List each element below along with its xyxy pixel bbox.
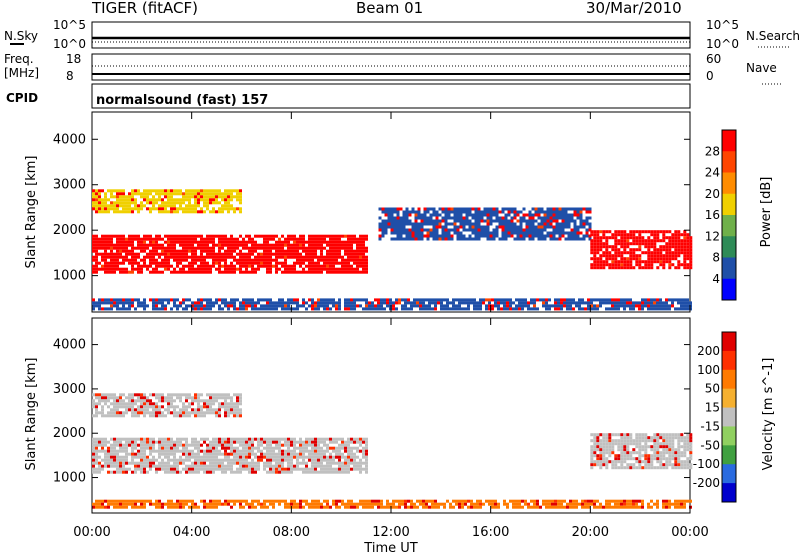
date-title: 30/Mar/2010	[586, 0, 682, 17]
nave-tick-bottom: 0	[706, 69, 714, 83]
power-colorbar-label: Power [dB]	[759, 177, 774, 248]
heatmap-feature	[92, 393, 242, 418]
colorbar-tick-label: 20	[705, 187, 720, 201]
colorbar-segment	[722, 483, 736, 503]
cpid-panel-frame	[91, 83, 691, 109]
power-colorbar: 4 8 12 16 20 24 28	[705, 129, 737, 301]
velocity-colorbar-label: Velocity [m s^-1]	[761, 358, 776, 471]
colorbar-tick-label: 100	[697, 363, 720, 377]
freq-unit: [MHz]	[4, 66, 39, 80]
colorbar-frame	[721, 331, 737, 503]
x-axis-label: Time UT	[363, 541, 417, 554]
heatmap-feature	[590, 230, 693, 270]
noise-left-tick-bottom: 10^0	[53, 37, 86, 51]
colorbar-tick-label: -15	[700, 419, 720, 433]
colorbar-segment	[722, 445, 736, 465]
colorbar-tick-label: 200	[697, 344, 720, 358]
x-tick-label: 08:00	[273, 525, 310, 540]
colorbar-segment	[722, 151, 736, 173]
y-tick-label: 4000	[53, 132, 86, 147]
colorbar-segment	[722, 193, 736, 216]
heatmap-feature	[378, 207, 592, 241]
y-tick-label: 2000	[53, 223, 86, 238]
colorbar-segment	[722, 369, 736, 390]
colorbar-segment	[722, 332, 736, 352]
colorbar-tick-label: 16	[705, 208, 720, 222]
freq-panel	[91, 53, 691, 81]
x-axis-ticks: 00:00 04:00 08:00 12:00 16:00 20:00 00:00	[73, 112, 709, 540]
radar-title: TIGER (fitACF)	[92, 0, 199, 17]
colorbar-tick-label: 28	[705, 144, 720, 158]
colorbar-segment	[722, 350, 736, 371]
y-tick-label: 1000	[53, 471, 86, 486]
noise-panel	[91, 21, 691, 49]
x-tick-label: 12:00	[372, 525, 409, 540]
nsearch-label: N.Search	[746, 29, 800, 43]
x-tick-label: 16:00	[472, 525, 509, 540]
cpid-value: normalsound (fast) 157	[96, 93, 268, 108]
colorbar-tick-label: 4	[712, 272, 720, 286]
colorbar-tick-label: 12	[705, 229, 720, 243]
colorbar-segment	[722, 407, 736, 427]
y-tick-label: 2000	[53, 426, 86, 441]
y-tick-label: 1000	[53, 269, 86, 284]
colorbar-segment	[722, 278, 736, 301]
noise-right-tick-top: 10^5	[706, 18, 739, 32]
colorbar-segment	[722, 388, 736, 409]
colorbar-tick-label: 15	[705, 401, 720, 415]
freq-panel-frame	[91, 53, 691, 81]
x-tick-label: 20:00	[572, 525, 609, 540]
colorbar-segment	[722, 464, 736, 484]
colorbar-tick-label: -50	[700, 438, 720, 452]
power-y-ticks: 1000 2000 3000 4000	[53, 132, 690, 284]
freq-label: Freq.	[4, 52, 34, 66]
colorbar-tick-label: -100	[693, 457, 720, 471]
power-marks	[92, 189, 693, 311]
y-tick-label: 3000	[53, 178, 86, 193]
y-tick-label: 4000	[53, 338, 86, 353]
velocity-colorbar: 200 100 50 15 -15 -50 -100 -200	[693, 331, 737, 503]
colorbar-segment	[722, 215, 736, 237]
nsky-label: N.Sky	[4, 29, 38, 43]
velocity-panel-frame	[91, 317, 691, 514]
freq-tick-top: 18	[66, 52, 81, 66]
colorbar-segment	[722, 130, 736, 152]
colorbar-segment	[722, 257, 736, 280]
power-panel: 1000 2000 3000 4000	[53, 111, 693, 313]
heatmap-feature	[92, 499, 692, 509]
noise-left-tick-top: 10^5	[53, 18, 86, 32]
beam-title: Beam 01	[356, 0, 424, 17]
freq-tick-bottom: 8	[66, 69, 74, 83]
colorbar-segment	[722, 172, 736, 195]
nave-tick-top: 60	[706, 52, 721, 66]
velocity-y-ticks: 1000 2000 3000 4000	[53, 338, 690, 486]
y-tick-label: 3000	[53, 382, 86, 397]
power-ylabel: Slant Range [km]	[24, 156, 39, 269]
colorbar-tick-label: 50	[705, 382, 720, 396]
heatmap-feature	[92, 189, 242, 214]
colorbar-segment	[722, 426, 736, 446]
noise-panel-frame	[91, 21, 691, 49]
noise-right-tick-bottom: 10^0	[706, 37, 739, 51]
heatmap-feature	[92, 234, 368, 274]
colorbar-tick-label: -200	[693, 476, 720, 490]
velocity-panel: 1000 2000 3000 4000	[53, 317, 693, 514]
nave-label: Nave	[746, 61, 777, 75]
heatmap-feature	[590, 433, 693, 470]
colorbar-frame	[721, 129, 737, 301]
x-tick-label: 00:00	[671, 525, 708, 540]
colorbar-tick-label: 24	[705, 166, 720, 180]
colorbar-tick-label: 8	[712, 251, 720, 265]
x-tick-label: 04:00	[173, 525, 210, 540]
heatmap-feature	[92, 437, 368, 474]
x-tick-label: 00:00	[73, 525, 110, 540]
velocity-marks	[92, 393, 693, 509]
velocity-ylabel: Slant Range [km]	[24, 358, 39, 471]
colorbar-segment	[722, 236, 736, 258]
cpid-label: CPID	[6, 91, 38, 105]
